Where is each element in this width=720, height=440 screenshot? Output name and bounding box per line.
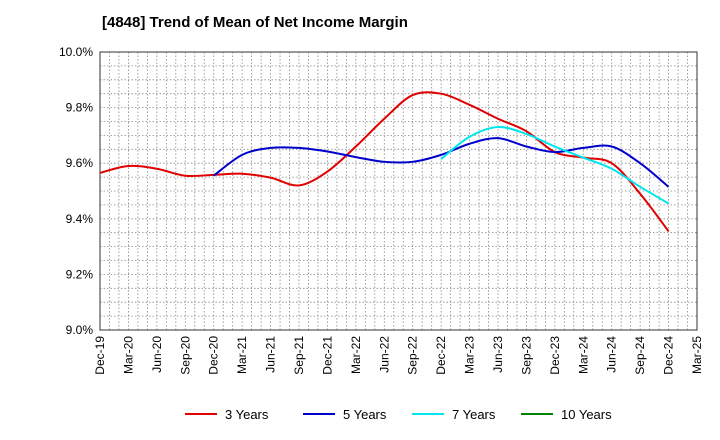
y-tick-label: 9.6%	[66, 156, 94, 170]
legend-label: 10 Years	[561, 407, 612, 422]
x-tick-label: Dec-22	[434, 336, 448, 375]
legend-label: 5 Years	[343, 407, 387, 422]
x-tick-label: Sep-20	[178, 336, 192, 375]
y-tick-label: 10.0%	[59, 45, 93, 59]
x-tick-label: Dec-23	[548, 336, 562, 375]
x-tick-label: Mar-21	[235, 336, 249, 374]
chart-title: [4848] Trend of Mean of Net Income Margi…	[102, 14, 408, 31]
x-tick-label: Jun-22	[377, 336, 391, 373]
legend-label: 3 Years	[225, 407, 269, 422]
series-lines	[99, 91, 670, 232]
x-tick-label: Sep-22	[406, 336, 420, 375]
series-line-3-years	[99, 91, 670, 232]
plot-frame	[99, 51, 698, 331]
x-tick-label: Sep-21	[292, 336, 306, 375]
y-tick-label: 9.2%	[66, 267, 94, 281]
y-axis-ticks: 9.0% 9.2% 9.4% 9.6% 9.8% 10.0%	[59, 45, 93, 337]
grid-lines	[100, 52, 697, 330]
legend: 3 Years 5 Years 7 Years 10 Years	[185, 407, 612, 422]
x-tick-label: Dec-24	[662, 336, 676, 375]
x-tick-label: Mar-25	[690, 336, 704, 374]
x-tick-label: Jun-23	[491, 336, 505, 373]
x-tick-label: Sep-24	[633, 336, 647, 375]
y-tick-label: 9.8%	[66, 101, 94, 115]
y-tick-label: 9.0%	[66, 323, 94, 337]
series-line-5-years	[213, 137, 670, 188]
x-tick-label: Dec-19	[93, 336, 107, 375]
x-tick-label: Dec-21	[320, 336, 334, 375]
x-tick-label: Mar-20	[121, 336, 135, 374]
series-line-7-years	[440, 126, 670, 205]
x-tick-label: Mar-22	[349, 336, 363, 374]
x-tick-label: Jun-20	[150, 336, 164, 373]
x-tick-label: Dec-20	[207, 336, 221, 375]
x-axis-ticks: Dec-19 Mar-20 Jun-20 Sep-20 Dec-20 Mar-21 Jun-…	[93, 336, 704, 375]
y-tick-label: 9.4%	[66, 212, 94, 226]
x-tick-label: Mar-24	[576, 336, 590, 374]
x-tick-label: Jun-21	[264, 336, 278, 373]
x-tick-label: Mar-23	[463, 336, 477, 374]
legend-label: 7 Years	[452, 407, 496, 422]
x-tick-label: Sep-23	[519, 336, 533, 375]
x-tick-label: Jun-24	[605, 336, 619, 373]
